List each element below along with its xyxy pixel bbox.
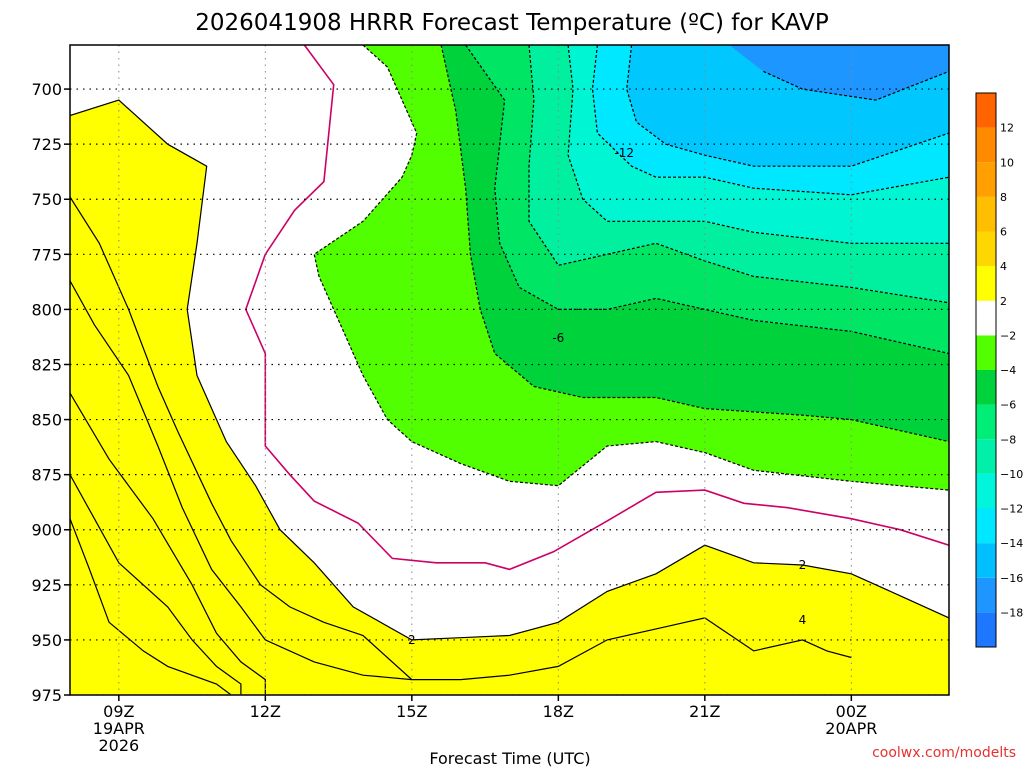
temperature-band-6: [70, 100, 949, 695]
temperature-band-7: [314, 45, 949, 491]
colorbar-swatch-9: [976, 300, 996, 336]
colorbar-label-6: 6: [1000, 226, 1007, 239]
x-tick-label-09Z-1: 19APR: [93, 719, 145, 738]
temperature-band-9: [465, 45, 949, 354]
contour-lines: [70, 45, 949, 695]
colorbar-swatch-6: [976, 404, 996, 440]
contour-line-2: [70, 196, 852, 681]
y-tick-label-725: 725: [31, 135, 62, 154]
contour-label-4: 4: [799, 613, 807, 627]
plot-area: -12 -6 2 2 4: [70, 45, 949, 695]
temperature-band-10: [529, 45, 949, 303]
colorbar-swatch-10: [976, 266, 996, 301]
colorbar-swatch-13: [976, 162, 996, 197]
contour-line-9: [465, 45, 949, 355]
chart-title: 2026041908 HRRR Forecast Temperature (ºC…: [195, 10, 829, 36]
colorbar-swatch-12: [976, 196, 996, 232]
grid-lines: [70, 45, 949, 695]
y-tick-label-825: 825: [31, 355, 62, 374]
colorbar-label--14: −14: [1000, 537, 1023, 550]
y-tick-label-950: 950: [31, 631, 62, 650]
x-tick-label-12Z-0: 12Z: [250, 702, 281, 721]
colorbar-label--10: −10: [1000, 468, 1023, 481]
y-axis: 700 725 750 775 800 825 850 875 900 925 950 975: [31, 80, 70, 705]
contour-line-4: [70, 392, 266, 695]
y-tick-label-875: 875: [31, 466, 62, 485]
x-tick-label-00Z-1: 20APR: [825, 719, 877, 738]
colorbar-label-2: 2: [1000, 295, 1007, 308]
x-tick-label-21Z-0: 21Z: [689, 702, 720, 721]
x-tick-label-15Z-0: 15Z: [396, 702, 427, 721]
colorbar-label--12: −12: [1000, 503, 1023, 516]
y-tick-label-800: 800: [31, 300, 62, 319]
colorbar-label--18: −18: [1000, 606, 1023, 619]
temperature-fills: [70, 45, 949, 695]
contour-line-14: [763, 70, 949, 101]
y-tick-label-700: 700: [31, 80, 62, 99]
colorbar-swatch-4: [976, 473, 996, 509]
colorbar: −18 −16 −14 −12 −10 −8 −6 −4 −2 2 4 6 8 10 12: [975, 92, 1023, 648]
colorbar-frame: [975, 92, 997, 648]
colorbar-swatch-7: [976, 370, 996, 405]
contour-line-7: [313, 45, 949, 491]
y-tick-label-850: 850: [31, 411, 62, 430]
x-tick-label-00Z-0: 00Z: [836, 702, 867, 721]
contour-line-3: [70, 280, 412, 681]
colorbar-label--8: −8: [1000, 433, 1016, 446]
colorbar-swatch-11: [976, 231, 996, 267]
colorbar-label-4: 4: [1000, 260, 1007, 273]
contour-line-6: [70, 518, 232, 695]
colorbar-swatch-5: [976, 439, 996, 474]
x-tick-label-18Z-0: 18Z: [543, 702, 574, 721]
x-tick-label-09Z-2: 2026: [98, 736, 139, 755]
colorbar-label-10: 10: [1000, 156, 1014, 169]
x-axis-label: Forecast Time (UTC): [429, 749, 590, 768]
contour-line-0: [244, 45, 949, 571]
credit-text: coolwx.com/modelts: [872, 745, 1016, 761]
colorbar-label-12: 12: [1000, 122, 1014, 135]
contour-line-12: [591, 45, 949, 196]
temperature-band-11: [568, 45, 949, 244]
y-tick-label-975: 975: [31, 686, 62, 705]
contour-line-13: [626, 45, 949, 167]
temperature-band-12: [592, 45, 949, 195]
colorbar-swatch-1: [976, 577, 996, 613]
x-tick-label-09Z-0: 09Z: [103, 702, 134, 721]
contour-line-5: [70, 474, 242, 695]
contour-line-10: [528, 45, 949, 304]
contour-label-2: 2: [408, 633, 416, 647]
colorbar-label-8: 8: [1000, 191, 1007, 204]
contour-line-1: [70, 99, 949, 641]
contour-label-3: 2: [799, 558, 807, 572]
colorbar-swatch-3: [976, 508, 996, 544]
plot-frame: [69, 44, 950, 696]
temperature-band-14: [729, 45, 949, 101]
colorbar-swatch-2: [976, 543, 996, 578]
contour-label-0: -12: [614, 146, 634, 160]
colorbar-label--16: −16: [1000, 572, 1023, 585]
y-tick-label-925: 925: [31, 576, 62, 595]
colorbar-label--4: −4: [1000, 364, 1016, 377]
colorbar-label--6: −6: [1000, 399, 1016, 412]
colorbar-swatch-8: [976, 335, 996, 370]
colorbar-swatch-0: [976, 612, 996, 647]
y-tick-label-775: 775: [31, 245, 62, 264]
y-tick-label-900: 900: [31, 521, 62, 540]
temperature-band-8: [441, 45, 949, 442]
contour-line-11: [567, 45, 949, 244]
colorbar-label--2: −2: [1000, 329, 1016, 342]
colorbar-swatch-15: [976, 93, 996, 128]
colorbar-swatch-14: [976, 127, 996, 163]
contour-label-1: -6: [552, 331, 564, 345]
y-tick-label-750: 750: [31, 190, 62, 209]
contour-line-8: [440, 45, 949, 443]
contour-labels: -12 -6 2 2 4: [408, 146, 806, 647]
